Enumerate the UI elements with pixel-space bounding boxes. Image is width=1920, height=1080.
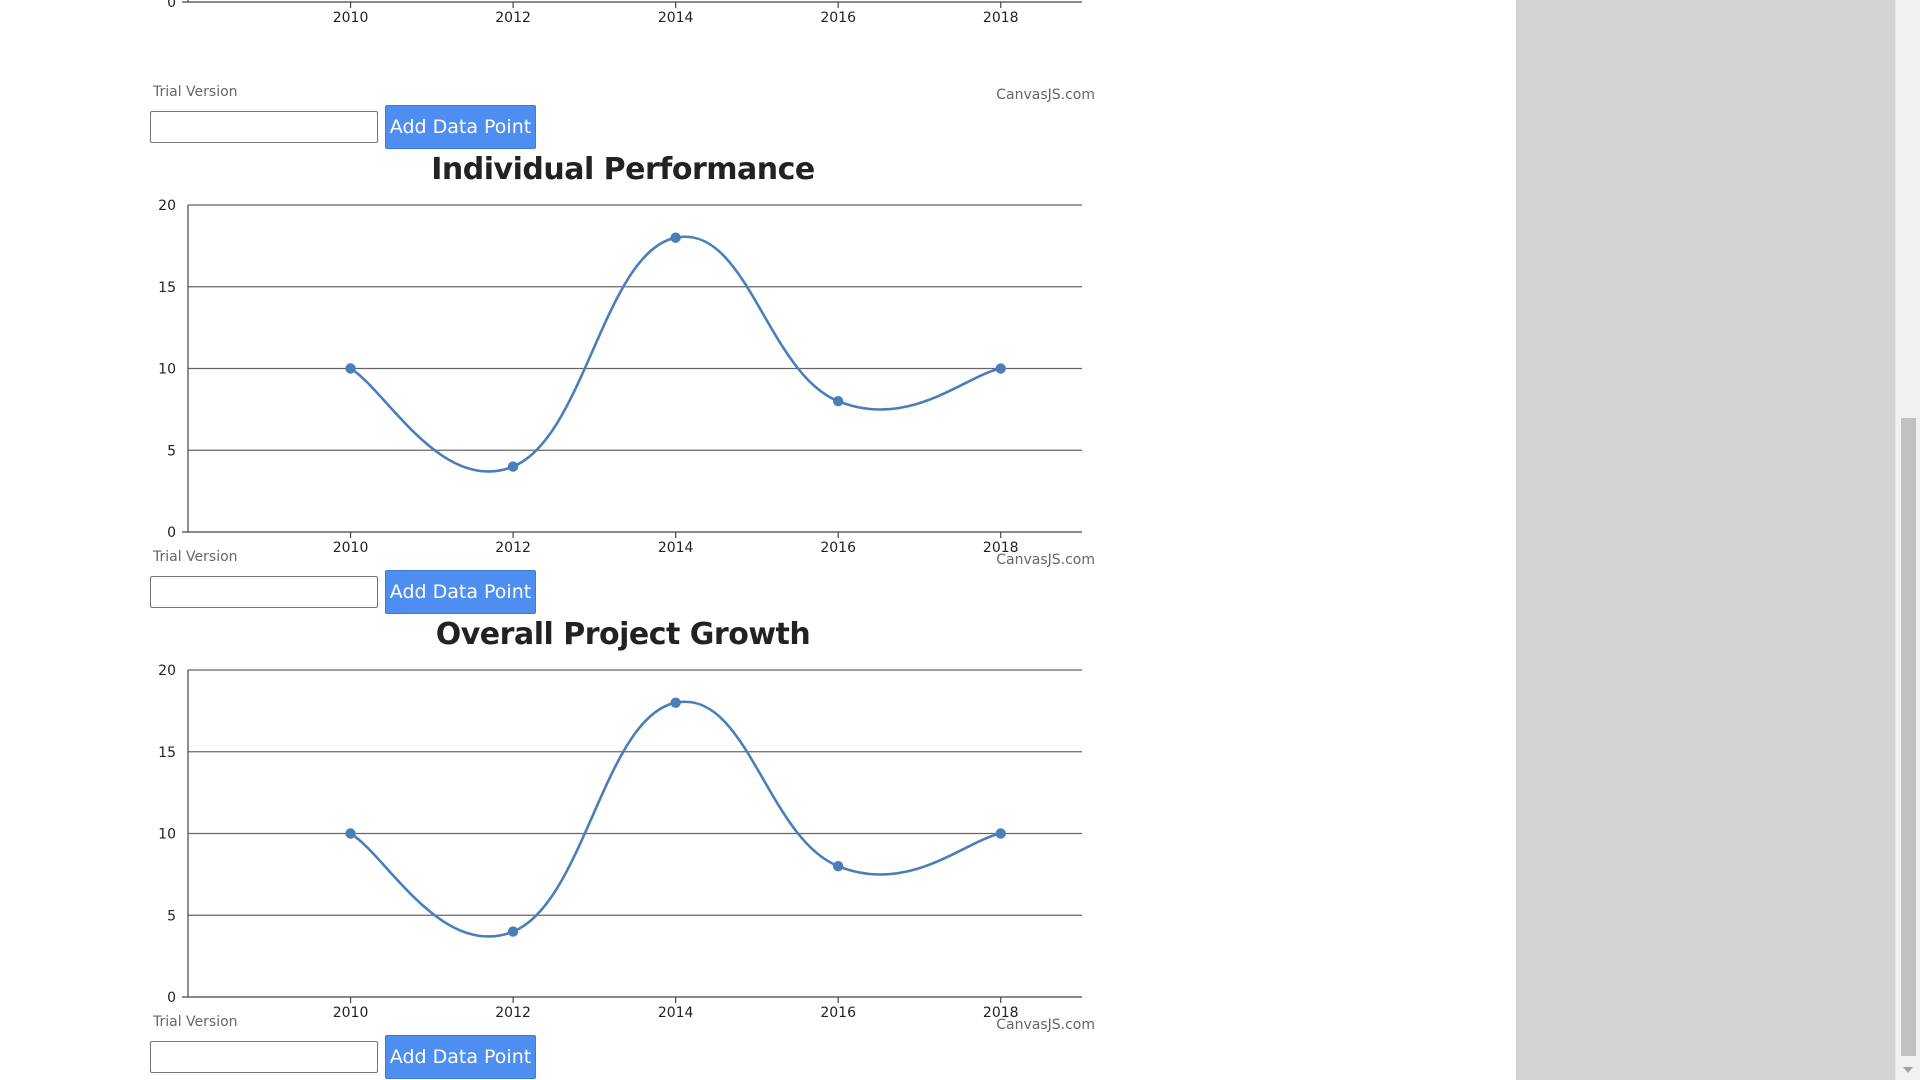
- plot-area: 0 5 10 15 20 2010 2012 2014 2016 2018: [158, 198, 1082, 556]
- chart-top: Trial Version CanvasJS.com 0510152020102…: [152, 0, 1095, 103]
- data-point-2016[interactable]: [832, 396, 844, 407]
- add-data-point-button[interactable]: Add Data Point: [385, 570, 536, 614]
- y-tick-label: 10: [158, 362, 176, 378]
- y-tick-label: 20: [158, 198, 176, 214]
- chart-title-individual-performance: Individual Performance: [431, 152, 815, 187]
- side-panel: [1516, 0, 1895, 1080]
- scrollbar-thumb[interactable]: [1901, 418, 1916, 1056]
- y-tick-label: 0: [167, 990, 176, 1006]
- chart-title-overall-project-growth: Overall Project Growth: [435, 617, 811, 652]
- add-data-point-button[interactable]: Add Data Point: [385, 105, 536, 149]
- x-tick-label: 2018: [983, 10, 1019, 26]
- canvasjs-credit[interactable]: CanvasJS.com: [996, 87, 1095, 103]
- data-point-2010[interactable]: [345, 828, 356, 839]
- y-tick-label: 10: [158, 827, 176, 843]
- chart-individual-performance: Trial Version CanvasJS.com 0 5 10 15 20 2010 2…: [152, 198, 1095, 568]
- data-point-input[interactable]: [150, 111, 378, 143]
- trial-version-label: Trial Version: [152, 84, 238, 100]
- chart-overall-project-growth: Trial Version CanvasJS.com 0 5 10 15 20 2010 2…: [152, 663, 1095, 1033]
- y-tick-label: 15: [158, 745, 176, 761]
- canvasjs-credit[interactable]: CanvasJS.com: [996, 552, 1095, 568]
- scroll-down-arrow-icon[interactable]: [1896, 1060, 1920, 1080]
- x-tick-label: 2010: [333, 1005, 369, 1021]
- x-tick-label: 2016: [820, 540, 856, 556]
- data-point-2012[interactable]: [507, 461, 519, 472]
- data-point-2010[interactable]: [345, 363, 356, 374]
- data-point-2012[interactable]: [507, 926, 519, 937]
- main-content[interactable]: Trial Version CanvasJS.com 0510152020102…: [0, 0, 1516, 1080]
- x-tick-label: 2014: [658, 540, 694, 556]
- data-point-2014[interactable]: [670, 232, 681, 243]
- data-point-2016[interactable]: [832, 861, 844, 872]
- x-tick-label: 2016: [820, 1005, 856, 1021]
- x-tick-label: 2012: [495, 540, 531, 556]
- x-tick-label: 2010: [333, 10, 369, 26]
- y-tick-label: 5: [167, 908, 176, 924]
- data-point-input[interactable]: [150, 576, 378, 608]
- x-tick-label: 2010: [333, 540, 369, 556]
- series-line: [349, 235, 1001, 473]
- scrollbar[interactable]: [1895, 0, 1920, 1080]
- x-tick-label: 2014: [658, 10, 694, 26]
- data-point-2018[interactable]: [995, 828, 1006, 839]
- y-tick-label: 0: [167, 0, 176, 11]
- x-tick-label: 2018: [983, 540, 1019, 556]
- trial-version-label: Trial Version: [152, 549, 238, 565]
- data-point-2014[interactable]: [670, 697, 681, 708]
- x-tick-label: 2012: [495, 1005, 531, 1021]
- data-point-2018[interactable]: [995, 363, 1006, 374]
- x-tick-label: 2016: [820, 10, 856, 26]
- y-tick-label: 15: [158, 280, 176, 296]
- y-tick-label: 5: [167, 443, 176, 459]
- series-line: [349, 700, 1001, 938]
- x-tick-label: 2018: [983, 1005, 1019, 1021]
- x-tick-label: 2014: [658, 1005, 694, 1021]
- y-tick-label: 0: [167, 525, 176, 541]
- plot-area: 0 5 10 15 20 2010 2012 2014 2016 2018: [158, 663, 1082, 1021]
- trial-version-label: Trial Version: [152, 1014, 238, 1030]
- y-tick-label: 20: [158, 663, 176, 679]
- data-point-input[interactable]: [150, 1041, 378, 1073]
- x-tick-label: 2012: [495, 10, 531, 26]
- canvasjs-credit[interactable]: CanvasJS.com: [996, 1017, 1095, 1033]
- add-data-point-button[interactable]: Add Data Point: [385, 1035, 536, 1079]
